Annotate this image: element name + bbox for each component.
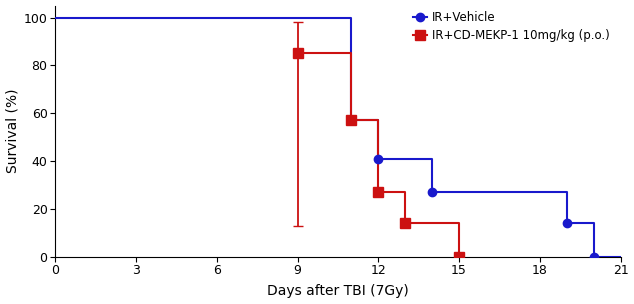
Y-axis label: Survival (%): Survival (%)	[6, 89, 20, 174]
Legend: IR+Vehicle, IR+CD-MEKP-1 10mg/kg (p.o.): IR+Vehicle, IR+CD-MEKP-1 10mg/kg (p.o.)	[408, 6, 615, 47]
X-axis label: Days after TBI (7Gy): Days after TBI (7Gy)	[267, 285, 409, 299]
